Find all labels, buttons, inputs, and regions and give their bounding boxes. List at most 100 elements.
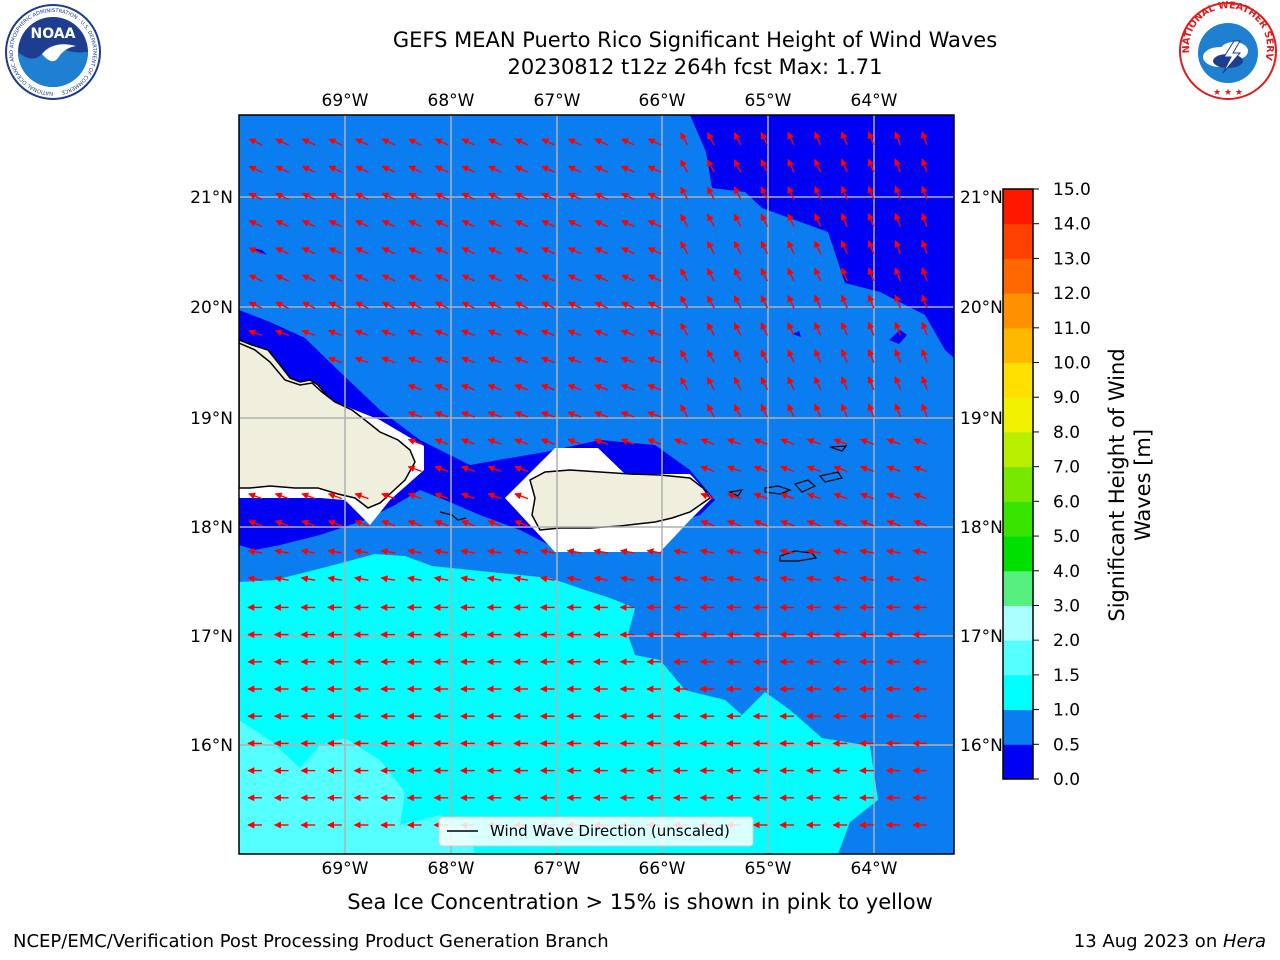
wave-direction-arrow: [567, 274, 582, 282]
wave-direction-arrow: [408, 192, 422, 201]
wave-direction-arrow: [814, 403, 822, 418]
wave-direction-arrow: [753, 465, 768, 473]
wave-direction-arrow: [814, 240, 822, 255]
wave-direction-arrow: [487, 383, 502, 391]
lat-label: 16°N: [190, 736, 233, 756]
wave-direction-arrow: [706, 213, 715, 227]
wave-direction-arrow: [328, 301, 343, 309]
wave-direction-arrow: [487, 465, 502, 473]
wave-direction-arrow: [733, 213, 742, 227]
wave-direction-arrow: [894, 185, 902, 200]
wave-direction-arrow: [460, 548, 475, 556]
colorbar-tick-label: 6.0: [1053, 492, 1080, 512]
wave-direction-arrow: [647, 329, 662, 337]
wave-direction-arrow: [921, 240, 928, 255]
wave-direction-arrow: [381, 192, 396, 201]
lat-label: 19°N: [190, 409, 233, 429]
wave-direction-arrow: [832, 548, 848, 556]
wave-direction-arrow: [806, 575, 821, 583]
wave-direction-arrow: [885, 548, 901, 556]
wave-direction-arrow: [814, 158, 822, 173]
colorbar-segment: [1003, 605, 1033, 641]
colorbar-tick-label: 0.5: [1053, 735, 1080, 755]
wave-direction-arrow: [355, 138, 369, 146]
wave-direction-arrow: [647, 138, 662, 146]
lon-label: 67°W: [534, 859, 581, 879]
wave-direction-arrow: [912, 575, 928, 583]
wave-direction-arrow: [488, 192, 502, 201]
wave-direction-arrow: [859, 492, 875, 500]
map-frame: [238, 114, 955, 855]
footer-date-text: 13 Aug 2023 on: [1073, 931, 1223, 952]
wave-direction-arrow: [840, 294, 848, 309]
wave-direction-arrow: [407, 411, 422, 418]
wave-direction-arrow: [921, 131, 928, 146]
lon-label: 69°W: [322, 91, 369, 111]
wave-direction-arrow: [867, 294, 875, 309]
colorbar-segment: [1003, 293, 1033, 329]
wave-direction-arrow: [646, 575, 662, 583]
wave-direction-arrow: [787, 322, 795, 336]
land-puerto-rico: [529, 469, 712, 531]
wave-direction-arrow: [840, 131, 848, 146]
lat-label: 17°N: [960, 627, 1003, 647]
wave-direction-arrow: [620, 356, 635, 364]
colorbar-tick-label: 0.0: [1053, 770, 1080, 790]
wave-direction-arrow: [408, 301, 422, 309]
wave-direction-arrow: [514, 383, 529, 391]
chart-subtitle: 20230812 t12z 264h fcst Max: 1.71: [507, 55, 883, 79]
wave-direction-arrow: [646, 548, 662, 556]
wave-direction-arrow: [894, 376, 902, 391]
band-1.0-1.5: [239, 554, 878, 854]
colorbar-tick-label: 1.5: [1053, 666, 1080, 686]
wave-direction-arrow: [594, 247, 609, 255]
wave-direction-arrow: [886, 492, 901, 500]
wave-direction-arrow: [274, 519, 289, 527]
wave-direction-arrow: [540, 438, 555, 445]
wave-direction-arrow: [760, 376, 769, 391]
wave-direction-arrow: [541, 220, 555, 228]
land-hispaniola-fill: [239, 342, 416, 509]
wave-direction-arrow: [248, 138, 263, 146]
wave-direction-arrow: [355, 192, 369, 201]
wave-direction-arrow: [248, 519, 263, 527]
wave-direction-arrow: [867, 403, 875, 418]
wave-direction-arrow: [894, 348, 902, 363]
wave-direction-arrow: [328, 247, 343, 255]
wave-direction-arrow: [680, 186, 689, 200]
wave-direction-arrow: [408, 165, 422, 173]
wave-direction-arrow: [867, 240, 875, 255]
wave-direction-arrow: [274, 492, 289, 500]
wave-direction-arrow: [247, 548, 263, 556]
wave-direction-arrow: [541, 247, 555, 255]
wave-direction-arrow: [620, 411, 635, 418]
wave-direction-arrow: [488, 138, 502, 146]
wave-direction-arrow: [706, 159, 715, 173]
wave-direction-arrow: [787, 131, 795, 146]
wave-direction-arrow: [434, 138, 449, 146]
wave-direction-arrow: [514, 192, 529, 201]
wave-direction-arrow: [354, 519, 369, 527]
wave-direction-arrow: [867, 321, 875, 336]
wave-direction-arrow: [706, 295, 715, 309]
wave-direction-arrow: [885, 575, 901, 583]
land-virgin-islands: [818, 471, 843, 483]
wave-direction-arrow: [407, 465, 422, 473]
wave-direction-arrow: [913, 492, 928, 500]
wave-direction-arrow: [460, 383, 476, 391]
wave-direction-arrow: [700, 438, 715, 445]
wave-direction-arrow: [673, 548, 688, 556]
wave-direction-arrow: [566, 575, 582, 583]
wave-direction-arrow: [733, 131, 742, 146]
wave-direction-arrow: [894, 131, 902, 146]
wave-direction-arrow: [248, 220, 263, 228]
wave-direction-arrow: [733, 159, 742, 173]
land-virgin-islands: [764, 485, 792, 495]
wave-direction-arrow: [434, 274, 449, 282]
wave-direction-arrow: [274, 548, 289, 556]
wave-direction-arrow: [594, 301, 609, 309]
wave-direction-arrow: [354, 356, 369, 364]
wave-direction-arrow: [434, 329, 449, 337]
wave-direction-arrow: [706, 268, 715, 282]
lon-labels-bottom: 69°W 68°W 67°W 66°W 65°W 64°W: [322, 859, 898, 879]
